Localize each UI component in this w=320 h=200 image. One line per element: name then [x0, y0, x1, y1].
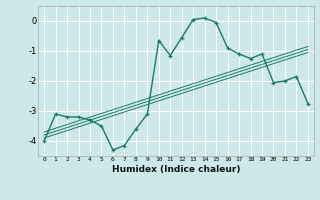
X-axis label: Humidex (Indice chaleur): Humidex (Indice chaleur): [112, 165, 240, 174]
